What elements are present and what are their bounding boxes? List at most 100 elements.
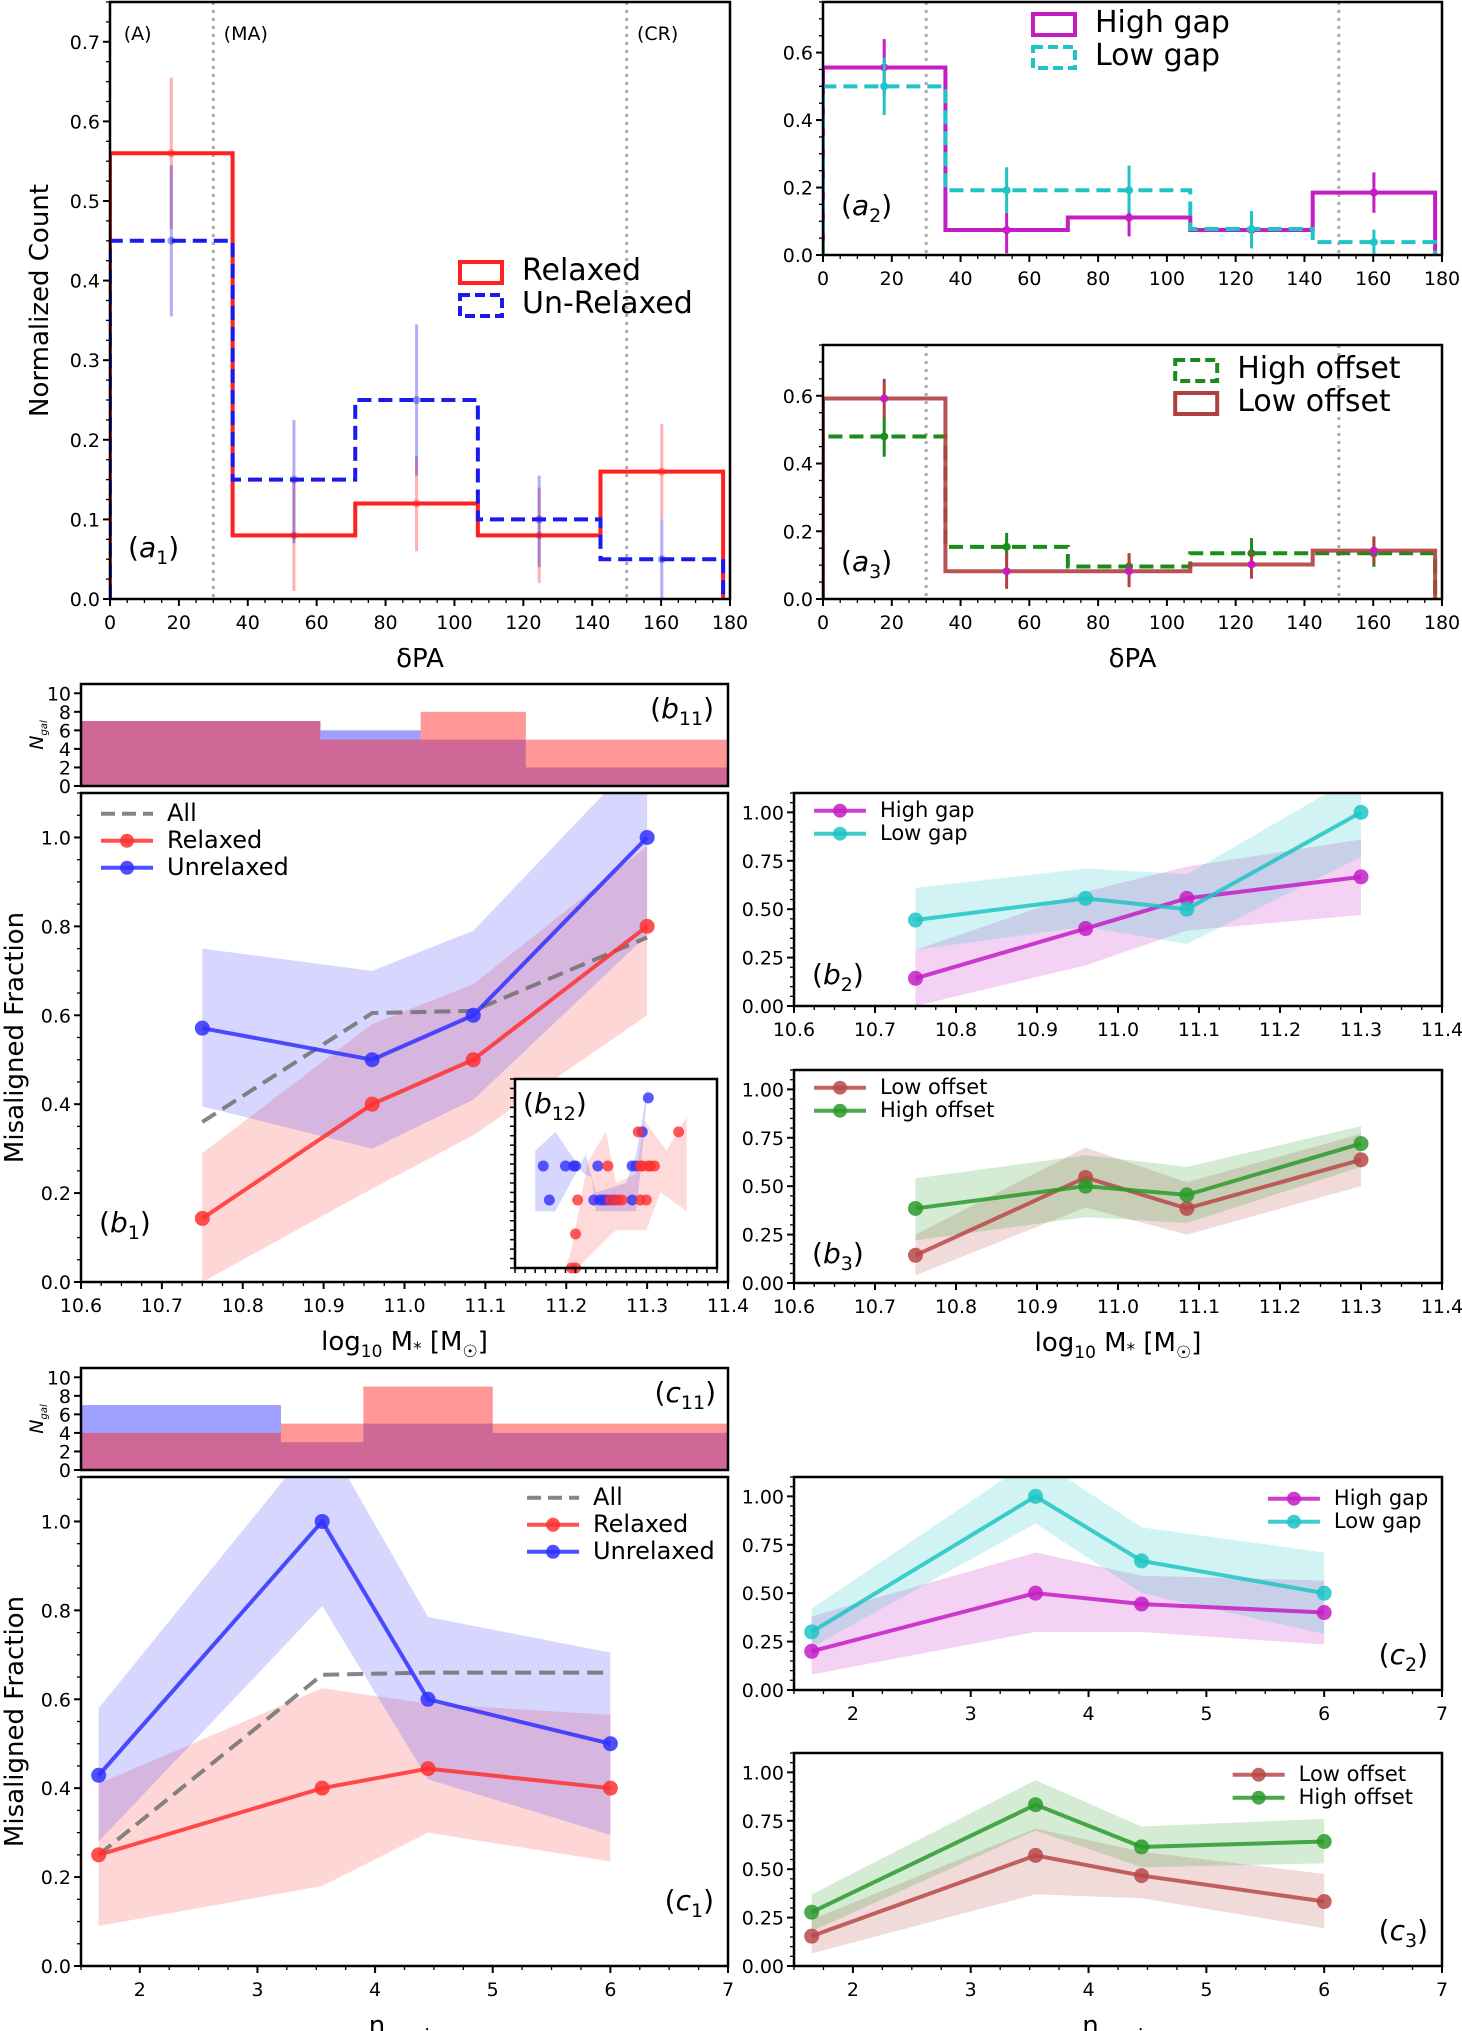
data-point: [1125, 186, 1134, 195]
y-tick-label: 0.4: [783, 110, 813, 132]
y-tick-label: 0.4: [41, 1778, 71, 1800]
x-tick-label: 160: [1355, 612, 1391, 634]
annotation-0: (A): [124, 23, 152, 45]
data-point: [167, 149, 176, 158]
series-line-low-offset: [914, 1157, 1362, 1258]
bar-relaxed: [363, 1386, 493, 1470]
y-tick-label: 0: [59, 776, 71, 798]
x-tick-label: 3: [965, 1979, 977, 2001]
x-tick-label: 10.6: [773, 1296, 815, 1318]
legend-label: Relaxed: [167, 826, 262, 854]
x-tick-label: 20: [880, 612, 904, 634]
legend-marker: [1286, 1491, 1301, 1506]
data-point: [1369, 546, 1378, 555]
data-point: [880, 394, 889, 403]
legend-item: High offset: [1173, 351, 1401, 386]
x-tick-label: 100: [1149, 268, 1185, 290]
data-point: [412, 396, 421, 404]
y-tick-label: 0.0: [41, 1272, 71, 1294]
x-tick-label: 11.1: [1178, 1296, 1220, 1318]
x-tick-label: 11.0: [1097, 1019, 1139, 1041]
confidence-band-unrelaxed: [98, 1477, 611, 1842]
data-point: [91, 1847, 107, 1863]
y-axis-label: Normalized Count: [25, 184, 55, 417]
data-point: [91, 1767, 107, 1783]
legend-label: Un-Relaxed: [522, 286, 693, 321]
y-tick-label: 0.2: [783, 178, 813, 200]
y-tick-label: 0.8: [41, 916, 71, 938]
x-tick-label: 10.7: [141, 1295, 183, 1317]
x-tick-label: 160: [1355, 268, 1391, 290]
x-tick-label: 80: [373, 612, 397, 634]
y-tick-label: 1.00: [742, 1762, 784, 1784]
data-point: [465, 1007, 481, 1023]
data-point: [1078, 921, 1094, 937]
y-tick-label: 0.25: [742, 948, 784, 970]
inset-band-relaxed: [565, 1116, 687, 1268]
scatter-point-unrelaxed: [626, 1194, 638, 1206]
y-tick-label: 0.8: [41, 1600, 71, 1622]
confidence-band-low-offset: [811, 1828, 1325, 1954]
confidence-band-low-offset: [915, 1133, 1361, 1276]
scatter-point-relaxed: [673, 1126, 685, 1138]
y-tick-label: 0.25: [742, 1908, 784, 1930]
y-tick-label: 0.00: [742, 1956, 784, 1978]
panel-tag-b3: (b3): [812, 1237, 864, 1275]
y-tick-label: 0.50: [742, 899, 784, 921]
data-point: [1028, 1488, 1044, 1504]
data-point: [412, 499, 421, 508]
panel-tag-c3: (c3): [1379, 1914, 1428, 1952]
data-point: [1134, 1553, 1150, 1569]
y-tick-label: 8: [59, 1386, 71, 1408]
panel-c2: 0.00 0.25 0.50 0.75 1.00 2 3 4 5 6 7 (c2) High gapLo…: [742, 1475, 1448, 1725]
x-tick-label: 180: [1424, 612, 1460, 634]
data-point: [804, 1624, 820, 1640]
y-tick-label: 0.75: [742, 1811, 784, 1833]
x-tick-label: 11.0: [1097, 1296, 1139, 1318]
x-tick-label: 0: [817, 612, 829, 634]
panel-b1: 0.0 0.2 0.4 0.6 0.8 1.0 10.6 10.7 10.8 10.9 11.0 11…: [0, 791, 749, 1362]
y-tick-label: 2: [59, 1441, 71, 1463]
y-tick-label: 1.00: [742, 802, 784, 824]
series-line-high-gap: [811, 1591, 1325, 1654]
x-tick-label: 3: [965, 1703, 977, 1725]
y-tick-label: 0.4: [41, 1094, 71, 1116]
x-tick-label: 6: [604, 1979, 616, 2001]
legend-item: All: [101, 799, 197, 827]
y-tick-label: 0.00: [742, 1273, 784, 1295]
inset-band-unrelaxed: [535, 1082, 649, 1212]
data-point: [1369, 238, 1378, 247]
scatter-point-relaxed: [648, 1160, 660, 1172]
scatter-point-unrelaxed: [560, 1160, 571, 1172]
x-tick-label: 11.0: [383, 1295, 425, 1317]
plot-area-b3: [908, 1126, 1369, 1276]
y-tick-label: 0.75: [742, 851, 784, 873]
series-line-high-offset: [810, 1802, 1325, 1914]
legend-item: Unrelaxed: [527, 1537, 715, 1565]
y-tick-label: 0.1: [70, 509, 100, 531]
data-point: [1353, 1152, 1369, 1168]
x-tick-label: 11.1: [1178, 1019, 1220, 1041]
x-tick-label: 160: [643, 612, 679, 634]
y-tick-label: 0.00: [742, 996, 784, 1018]
x-tick-label: 40: [948, 268, 972, 290]
y-tick-label: 0.25: [742, 1225, 784, 1247]
data-point: [1134, 1868, 1150, 1884]
data-point: [535, 531, 544, 540]
x-tick-label: 5: [1200, 1979, 1212, 2001]
plot-area-b1: [194, 793, 655, 1282]
confidence-band-relaxed: [98, 1688, 611, 1926]
x-tick-label: 11.3: [626, 1295, 668, 1317]
legend-marker: [1251, 1767, 1266, 1782]
annotation-1: (MA): [224, 23, 268, 45]
series-line-high-offset: [915, 1141, 1362, 1211]
data-point: [1179, 890, 1195, 906]
y-tick-label: 0.75: [742, 1128, 784, 1150]
plot-area-b2: [908, 793, 1369, 1006]
legend-marker: [1251, 1790, 1266, 1805]
